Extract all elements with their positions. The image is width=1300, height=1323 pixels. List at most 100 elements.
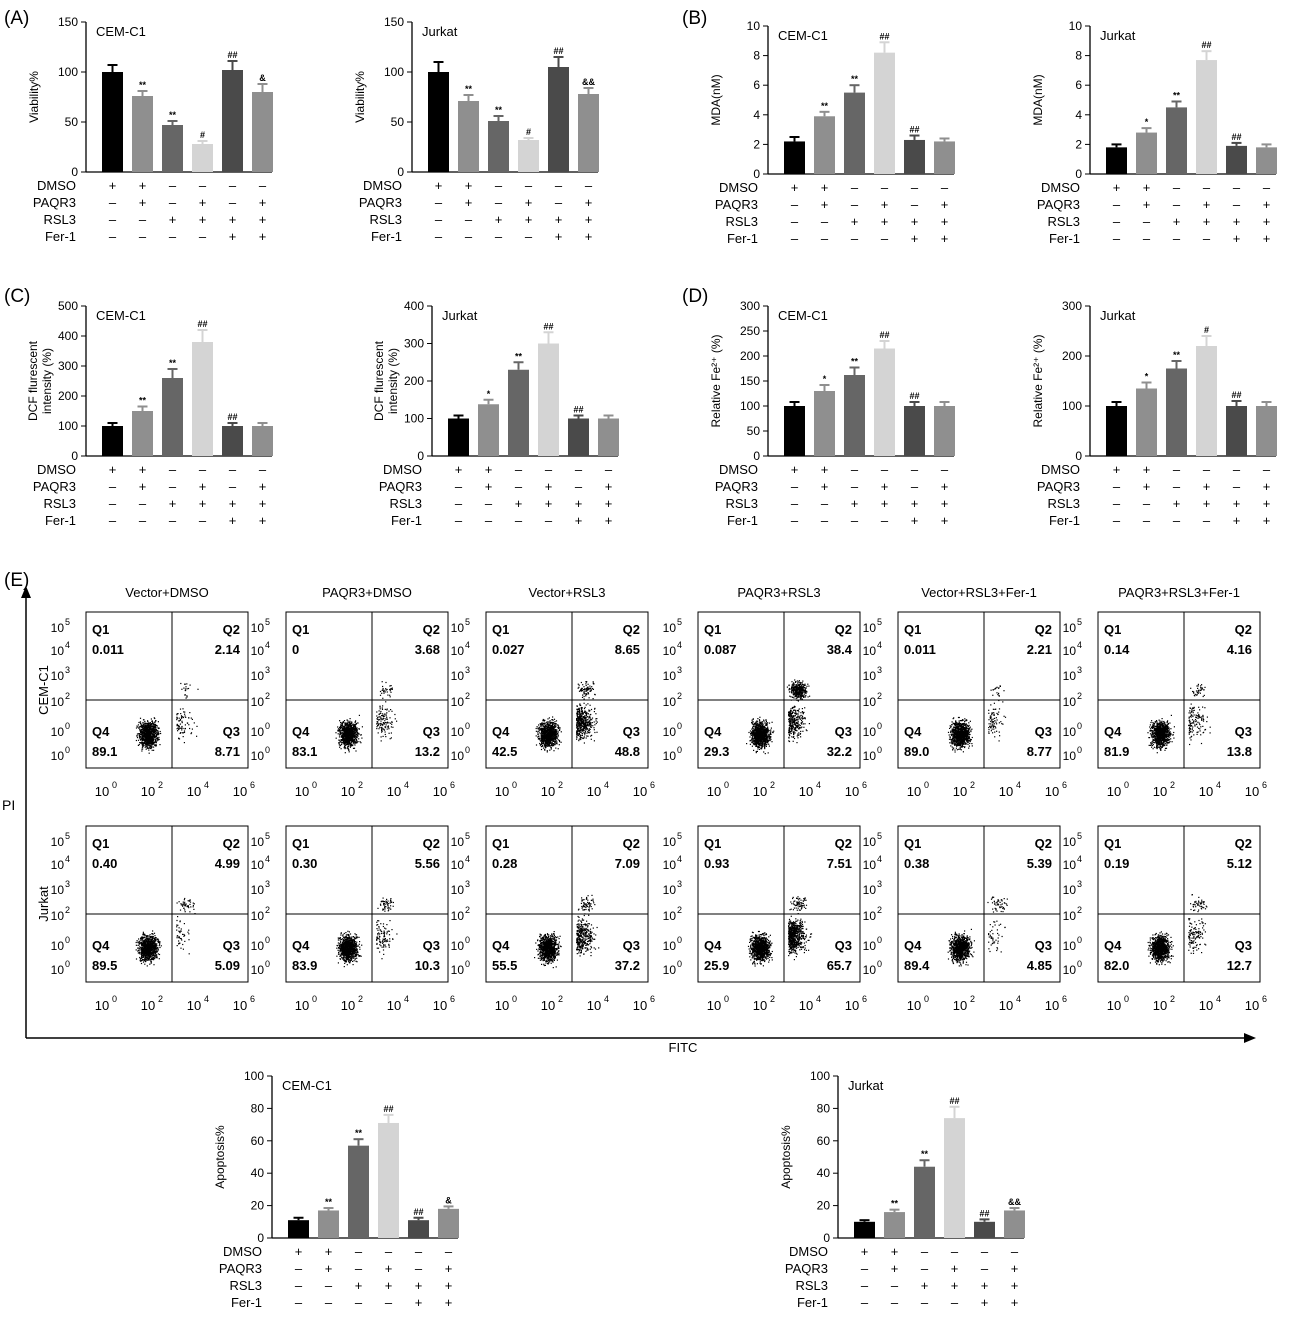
event-dot bbox=[151, 738, 153, 740]
event-dot bbox=[766, 741, 768, 743]
condition-symbol: + bbox=[941, 197, 949, 212]
event-dot bbox=[576, 727, 578, 729]
event-dot bbox=[144, 723, 146, 725]
event-dot bbox=[576, 733, 578, 736]
event-dot bbox=[343, 743, 345, 745]
event-dot bbox=[583, 708, 586, 710]
event-dot bbox=[155, 736, 157, 738]
event-dot bbox=[541, 725, 543, 727]
significance-mark: ** bbox=[139, 80, 147, 90]
event-dot bbox=[761, 740, 763, 742]
chart-title: Jurkat bbox=[1100, 28, 1136, 43]
event-dot bbox=[756, 750, 758, 752]
event-dot bbox=[176, 728, 178, 730]
event-dot bbox=[576, 730, 578, 732]
y-tick-label: 50 bbox=[391, 115, 405, 129]
significance-mark: * bbox=[823, 374, 827, 384]
event-dot bbox=[554, 736, 556, 738]
event-dot bbox=[339, 744, 341, 747]
event-dot bbox=[587, 692, 589, 694]
y-tick-label: 20 bbox=[251, 1199, 265, 1213]
event-dot bbox=[760, 727, 762, 729]
event-dot bbox=[152, 735, 154, 737]
event-dot bbox=[554, 740, 556, 742]
condition-symbol: – bbox=[911, 479, 919, 494]
event-dot bbox=[349, 735, 351, 737]
event-dot bbox=[580, 726, 582, 729]
condition-symbol: – bbox=[1233, 462, 1241, 477]
event-dot bbox=[578, 738, 580, 740]
event-dot bbox=[341, 724, 344, 726]
event-dot bbox=[557, 726, 559, 728]
event-dot bbox=[355, 720, 357, 722]
q3-label: Q3 bbox=[223, 724, 240, 739]
x-tick-label: 10 bbox=[233, 784, 247, 799]
event-dot bbox=[553, 745, 555, 747]
event-dot bbox=[351, 728, 353, 730]
event-dot bbox=[556, 724, 558, 726]
condition-symbol: + bbox=[445, 1278, 453, 1293]
y-tick-label: 100 bbox=[244, 1069, 264, 1083]
chart-title: CEM-C1 bbox=[778, 308, 828, 323]
event-dot bbox=[135, 739, 137, 742]
event-dot bbox=[587, 683, 589, 685]
condition-symbol: + bbox=[1143, 180, 1151, 195]
event-dot bbox=[547, 732, 549, 734]
event-dot bbox=[560, 741, 562, 743]
event-dot bbox=[356, 730, 358, 732]
event-dot bbox=[580, 736, 582, 739]
event-dot bbox=[384, 726, 386, 728]
event-dot bbox=[758, 723, 760, 725]
event-dot bbox=[583, 727, 585, 729]
event-dot bbox=[355, 732, 357, 734]
event-dot bbox=[184, 688, 187, 690]
event-dot bbox=[595, 720, 597, 722]
event-dot bbox=[184, 683, 186, 685]
event-dot bbox=[757, 735, 759, 737]
q3-value: 8.71 bbox=[215, 744, 240, 759]
event-dot bbox=[595, 722, 597, 725]
event-dot bbox=[351, 741, 353, 743]
bar bbox=[1196, 346, 1217, 456]
event-dot bbox=[352, 735, 354, 737]
event-dot bbox=[544, 744, 546, 746]
event-dot bbox=[581, 718, 583, 720]
event-dot bbox=[557, 725, 560, 727]
event-dot bbox=[154, 736, 156, 738]
event-dot bbox=[349, 743, 351, 745]
event-dot bbox=[585, 716, 587, 718]
event-dot bbox=[382, 719, 384, 721]
event-dot bbox=[385, 701, 387, 703]
event-dot bbox=[770, 727, 772, 729]
condition-symbol: – bbox=[295, 1295, 303, 1310]
event-dot bbox=[590, 708, 593, 711]
event-dot bbox=[137, 739, 140, 741]
event-dot bbox=[343, 736, 345, 738]
y-axis-label: Viability% bbox=[27, 71, 41, 123]
event-dot bbox=[539, 723, 541, 725]
event-dot bbox=[151, 746, 153, 748]
event-dot bbox=[388, 710, 390, 712]
event-dot bbox=[751, 728, 753, 730]
event-dot bbox=[579, 703, 581, 705]
event-dot bbox=[540, 743, 542, 745]
bar bbox=[428, 72, 449, 172]
event-dot bbox=[542, 747, 545, 749]
event-dot bbox=[577, 728, 579, 730]
condition-symbol: – bbox=[415, 1244, 423, 1259]
y-tick-exponent: 0 bbox=[465, 721, 470, 731]
event-dot bbox=[152, 742, 154, 744]
y-tick-label: 4 bbox=[753, 108, 760, 122]
event-dot bbox=[546, 726, 548, 728]
event-dot bbox=[154, 737, 156, 739]
x-tick-label: 10 bbox=[95, 784, 109, 799]
event-dot bbox=[554, 738, 556, 740]
condition-symbol: – bbox=[485, 513, 493, 528]
event-dot bbox=[352, 747, 355, 749]
condition-symbol: + bbox=[911, 214, 919, 229]
condition-symbol: – bbox=[861, 1295, 869, 1310]
event-dot bbox=[346, 726, 348, 728]
